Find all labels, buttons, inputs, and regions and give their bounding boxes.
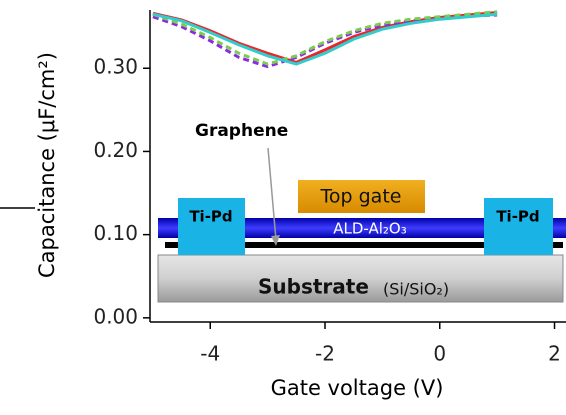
y-tick-label: 0.30 — [93, 55, 138, 79]
arrow — [267, 147, 277, 241]
y-axis-label: Capacitance (μF/cm²) — [35, 52, 59, 278]
contact-right — [484, 198, 553, 255]
annotation: ALD-Al₂O₃ — [333, 220, 407, 238]
series-line — [152, 12, 498, 66]
substrate — [157, 254, 564, 303]
x-tick-label: -4 — [200, 342, 220, 366]
annotation: Graphene — [195, 121, 288, 141]
series-line — [152, 10, 498, 66]
contact-left — [178, 198, 245, 255]
annotation: Ti-Pd — [496, 208, 539, 226]
x-tick-label: 2 — [548, 342, 561, 366]
x-tick-label: -2 — [315, 342, 335, 366]
graphene-layer — [165, 242, 563, 248]
y-tick-label: 0.20 — [93, 138, 138, 162]
series-line — [152, 13, 498, 69]
top-gate — [298, 180, 425, 213]
annotation: Top gate — [320, 186, 402, 208]
y-tick-label: 0.10 — [93, 221, 138, 245]
inset-diagram: Graphene Top gate ALD-Al₂O₃ Ti-Pd Ti-Pd … — [157, 121, 566, 303]
annotation: (Si/SiO₂) — [383, 280, 449, 299]
arrowhead — [271, 235, 280, 246]
x-tick-label: 0 — [433, 342, 446, 366]
annotation: Substrate — [258, 275, 369, 299]
y-tick-label: 0.00 — [93, 304, 138, 328]
annotation: Ti-Pd — [189, 208, 232, 226]
x-axis-label: Gate voltage (V) — [271, 376, 444, 400]
ald-layer — [158, 218, 566, 238]
